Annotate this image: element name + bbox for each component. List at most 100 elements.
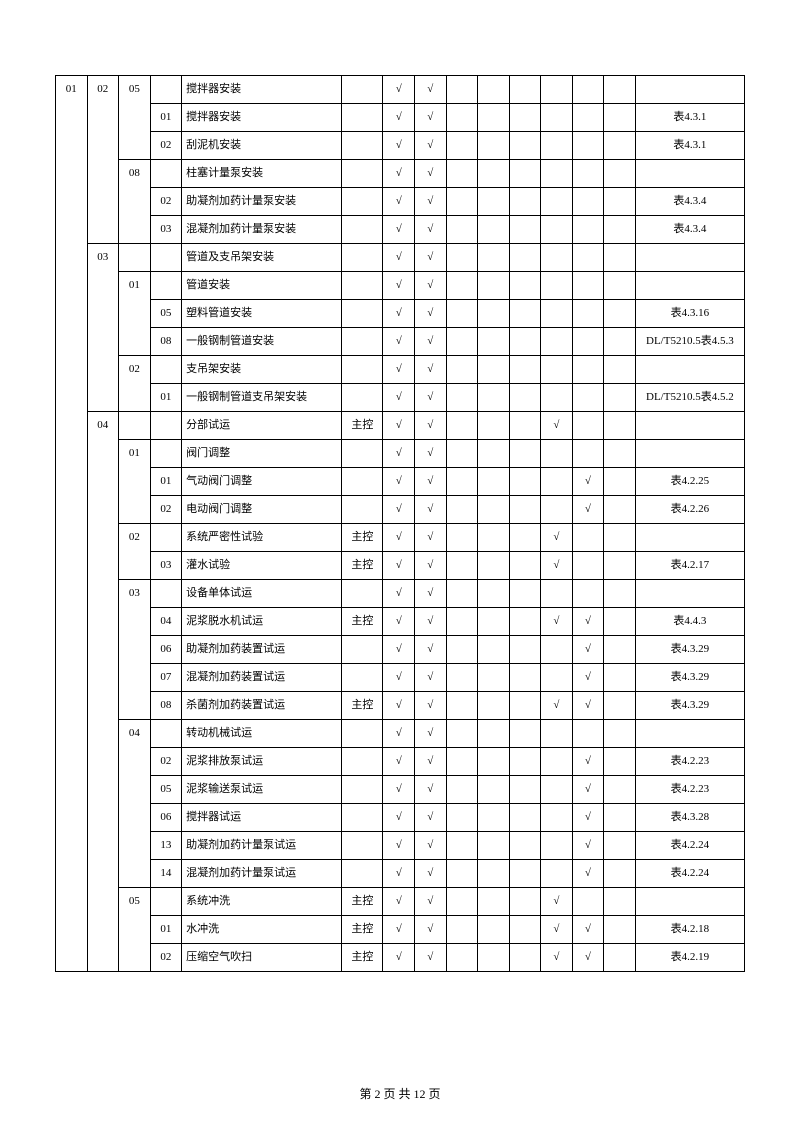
col-12 <box>541 580 573 608</box>
col-15: 表4.3.4 <box>635 216 744 244</box>
col-9 <box>446 636 478 664</box>
col-7: √ <box>383 300 415 328</box>
col-14 <box>604 804 636 832</box>
col-3 <box>119 104 151 132</box>
col-14 <box>604 356 636 384</box>
col-2 <box>87 356 119 384</box>
col-13: √ <box>572 664 604 692</box>
col-9 <box>446 944 478 972</box>
col-7: √ <box>383 860 415 888</box>
col-4: 02 <box>150 496 182 524</box>
col-15 <box>635 76 744 104</box>
col-14 <box>604 496 636 524</box>
col-2 <box>87 832 119 860</box>
col-12 <box>541 720 573 748</box>
col-4: 08 <box>150 692 182 720</box>
col-6 <box>342 328 383 356</box>
col-14 <box>604 524 636 552</box>
col-12: √ <box>541 524 573 552</box>
col-9 <box>446 188 478 216</box>
col-13: √ <box>572 832 604 860</box>
table-row: 02泥浆排放泵试运√√√表4.2.23 <box>56 748 745 776</box>
col-11 <box>509 76 541 104</box>
col-7: √ <box>383 776 415 804</box>
col-1 <box>56 748 88 776</box>
col-13 <box>572 300 604 328</box>
col-12 <box>541 776 573 804</box>
col-3 <box>119 916 151 944</box>
table-row: 03管道及支吊架安装√√ <box>56 244 745 272</box>
col-8: √ <box>415 636 447 664</box>
col-6: 主控 <box>342 552 383 580</box>
col-13: √ <box>572 748 604 776</box>
col-6: 主控 <box>342 692 383 720</box>
col-3: 02 <box>119 524 151 552</box>
col-3 <box>119 608 151 636</box>
col-4: 02 <box>150 944 182 972</box>
col-9 <box>446 832 478 860</box>
col-3: 01 <box>119 272 151 300</box>
col-desc: 系统冲洗 <box>182 888 342 916</box>
col-14 <box>604 272 636 300</box>
col-12 <box>541 832 573 860</box>
col-13 <box>572 888 604 916</box>
col-7: √ <box>383 496 415 524</box>
col-6 <box>342 860 383 888</box>
col-13 <box>572 216 604 244</box>
col-10 <box>478 132 510 160</box>
col-12 <box>541 440 573 468</box>
col-15 <box>635 356 744 384</box>
col-13 <box>572 160 604 188</box>
col-11 <box>509 804 541 832</box>
col-8: √ <box>415 776 447 804</box>
col-14 <box>604 384 636 412</box>
col-desc: 分部试运 <box>182 412 342 440</box>
table-row: 08柱塞计量泵安装√√ <box>56 160 745 188</box>
col-11 <box>509 356 541 384</box>
col-3 <box>119 748 151 776</box>
col-8: √ <box>415 384 447 412</box>
col-desc: 搅拌器试运 <box>182 804 342 832</box>
col-15: 表4.3.29 <box>635 692 744 720</box>
col-11 <box>509 636 541 664</box>
col-8: √ <box>415 804 447 832</box>
col-10 <box>478 272 510 300</box>
col-11 <box>509 888 541 916</box>
col-14 <box>604 552 636 580</box>
col-7: √ <box>383 692 415 720</box>
col-10 <box>478 104 510 132</box>
col-4: 01 <box>150 916 182 944</box>
col-10 <box>478 552 510 580</box>
col-4: 03 <box>150 216 182 244</box>
col-12 <box>541 804 573 832</box>
table-row: 03灌水试验主控√√√表4.2.17 <box>56 552 745 580</box>
col-9 <box>446 804 478 832</box>
col-desc: 水冲洗 <box>182 916 342 944</box>
col-13 <box>572 440 604 468</box>
col-4: 02 <box>150 748 182 776</box>
table-row: 02电动阀门调整√√√表4.2.26 <box>56 496 745 524</box>
col-6 <box>342 804 383 832</box>
col-12 <box>541 860 573 888</box>
col-8: √ <box>415 748 447 776</box>
table-row: 14混凝剂加药计量泵试运√√√表4.2.24 <box>56 860 745 888</box>
col-4: 06 <box>150 636 182 664</box>
table-row: 02压缩空气吹扫主控√√√√表4.2.19 <box>56 944 745 972</box>
col-7: √ <box>383 76 415 104</box>
table-row: 01一般钢制管道支吊架安装√√DL/T5210.5表4.5.2 <box>56 384 745 412</box>
col-7: √ <box>383 720 415 748</box>
col-2 <box>87 664 119 692</box>
col-3 <box>119 692 151 720</box>
col-4 <box>150 272 182 300</box>
col-8: √ <box>415 216 447 244</box>
col-4: 05 <box>150 776 182 804</box>
col-9 <box>446 552 478 580</box>
col-1 <box>56 608 88 636</box>
col-14 <box>604 664 636 692</box>
col-13: √ <box>572 608 604 636</box>
col-desc: 泥浆排放泵试运 <box>182 748 342 776</box>
col-7: √ <box>383 636 415 664</box>
col-15: 表4.2.23 <box>635 748 744 776</box>
col-9 <box>446 216 478 244</box>
col-2 <box>87 860 119 888</box>
